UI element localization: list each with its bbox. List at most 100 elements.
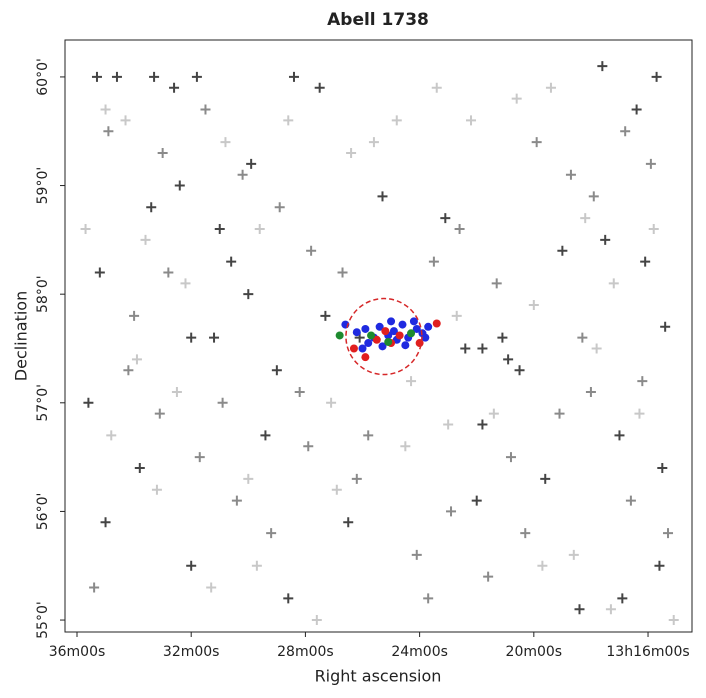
- star-cross: [220, 137, 231, 148]
- star-cross: [283, 593, 294, 604]
- star-cross: [191, 71, 202, 82]
- star-cross: [266, 528, 277, 539]
- star-cross: [186, 332, 197, 343]
- star-cross: [574, 604, 585, 615]
- star-cross: [634, 408, 645, 419]
- star-cross: [660, 321, 671, 332]
- star-cross: [100, 517, 111, 528]
- star-cross: [651, 71, 662, 82]
- star-cross: [580, 213, 591, 224]
- member-dot: [367, 331, 376, 340]
- star-cross: [251, 560, 262, 571]
- star-cross: [531, 137, 542, 148]
- star-cross: [477, 343, 488, 354]
- x-tick-label: 20m00s: [506, 644, 563, 660]
- star-cross: [423, 593, 434, 604]
- star-cross: [540, 473, 551, 484]
- star-cross: [231, 495, 242, 506]
- member-dot: [364, 339, 373, 348]
- star-cross: [200, 104, 211, 115]
- star-cross: [149, 71, 160, 82]
- star-cross: [91, 71, 102, 82]
- star-cross: [94, 267, 105, 278]
- x-axis-label: Right ascension: [315, 667, 442, 686]
- star-cross: [440, 213, 451, 224]
- star-cross: [217, 397, 228, 408]
- star-cross: [625, 495, 636, 506]
- star-cross: [331, 484, 342, 495]
- star-cross: [411, 549, 422, 560]
- member-dot: [389, 327, 398, 336]
- star-cross: [391, 115, 402, 126]
- star-cross: [451, 310, 462, 321]
- star-cross: [554, 408, 565, 419]
- star-cross: [346, 147, 357, 158]
- star-cross: [180, 278, 191, 289]
- star-cross: [577, 332, 588, 343]
- star-cross: [668, 615, 679, 626]
- star-cross: [454, 224, 465, 235]
- star-cross: [314, 82, 325, 93]
- member-dot: [384, 337, 393, 346]
- member-dot: [387, 317, 396, 326]
- star-cross: [151, 484, 162, 495]
- star-cross: [306, 245, 317, 256]
- star-cross: [505, 452, 516, 463]
- star-cross: [520, 528, 531, 539]
- cluster-circle: [345, 297, 423, 376]
- star-cross: [206, 582, 217, 593]
- star-cross: [100, 104, 111, 115]
- star-cross: [428, 256, 439, 267]
- star-cross: [146, 202, 157, 213]
- star-cross: [186, 560, 197, 571]
- star-cross: [620, 126, 631, 137]
- star-cross: [246, 158, 257, 169]
- star-cross: [400, 441, 411, 452]
- member-dot: [358, 344, 367, 353]
- star-cross: [377, 191, 388, 202]
- star-cross: [600, 234, 611, 245]
- star-cross: [363, 430, 374, 441]
- chart-title: Abell 1738: [327, 10, 429, 30]
- star-cross: [645, 158, 656, 169]
- member-dot: [398, 320, 407, 329]
- star-cross: [528, 300, 539, 311]
- member-dot: [349, 344, 358, 353]
- star-cross: [283, 115, 294, 126]
- star-cross: [488, 408, 499, 419]
- x-tick-label: 36m00s: [49, 644, 106, 660]
- x-tick-label: 28m00s: [277, 644, 334, 660]
- y-tick-label: 55°0': [35, 601, 51, 639]
- y-tick-label: 56°0': [35, 493, 51, 531]
- star-cross: [83, 397, 94, 408]
- star-cross: [483, 571, 494, 582]
- star-cross: [174, 180, 185, 191]
- member-dot: [372, 335, 381, 344]
- y-tick-label: 59°0': [35, 167, 51, 205]
- star-cross: [351, 473, 362, 484]
- y-tick-label: 58°0': [35, 275, 51, 313]
- star-cross: [157, 147, 168, 158]
- star-cross: [134, 462, 145, 473]
- star-cross: [214, 224, 225, 235]
- star-cross: [131, 354, 142, 365]
- star-cross: [637, 376, 648, 387]
- member-dot: [352, 328, 361, 337]
- y-axis-label: Declination: [12, 291, 31, 381]
- star-cross: [591, 343, 602, 354]
- star-cross: [194, 452, 205, 463]
- star-cross: [446, 506, 457, 517]
- star-cross: [169, 82, 180, 93]
- star-cross: [497, 332, 508, 343]
- star-cross: [171, 386, 182, 397]
- star-cross: [491, 278, 502, 289]
- star-cross: [648, 224, 659, 235]
- member-dot: [361, 353, 370, 362]
- member-dot: [432, 319, 441, 328]
- member-dot: [375, 322, 384, 331]
- star-cross: [140, 234, 151, 245]
- x-tick-label: 24m00s: [391, 644, 448, 660]
- star-cross: [514, 365, 525, 376]
- star-cross: [657, 462, 668, 473]
- star-cross: [106, 430, 117, 441]
